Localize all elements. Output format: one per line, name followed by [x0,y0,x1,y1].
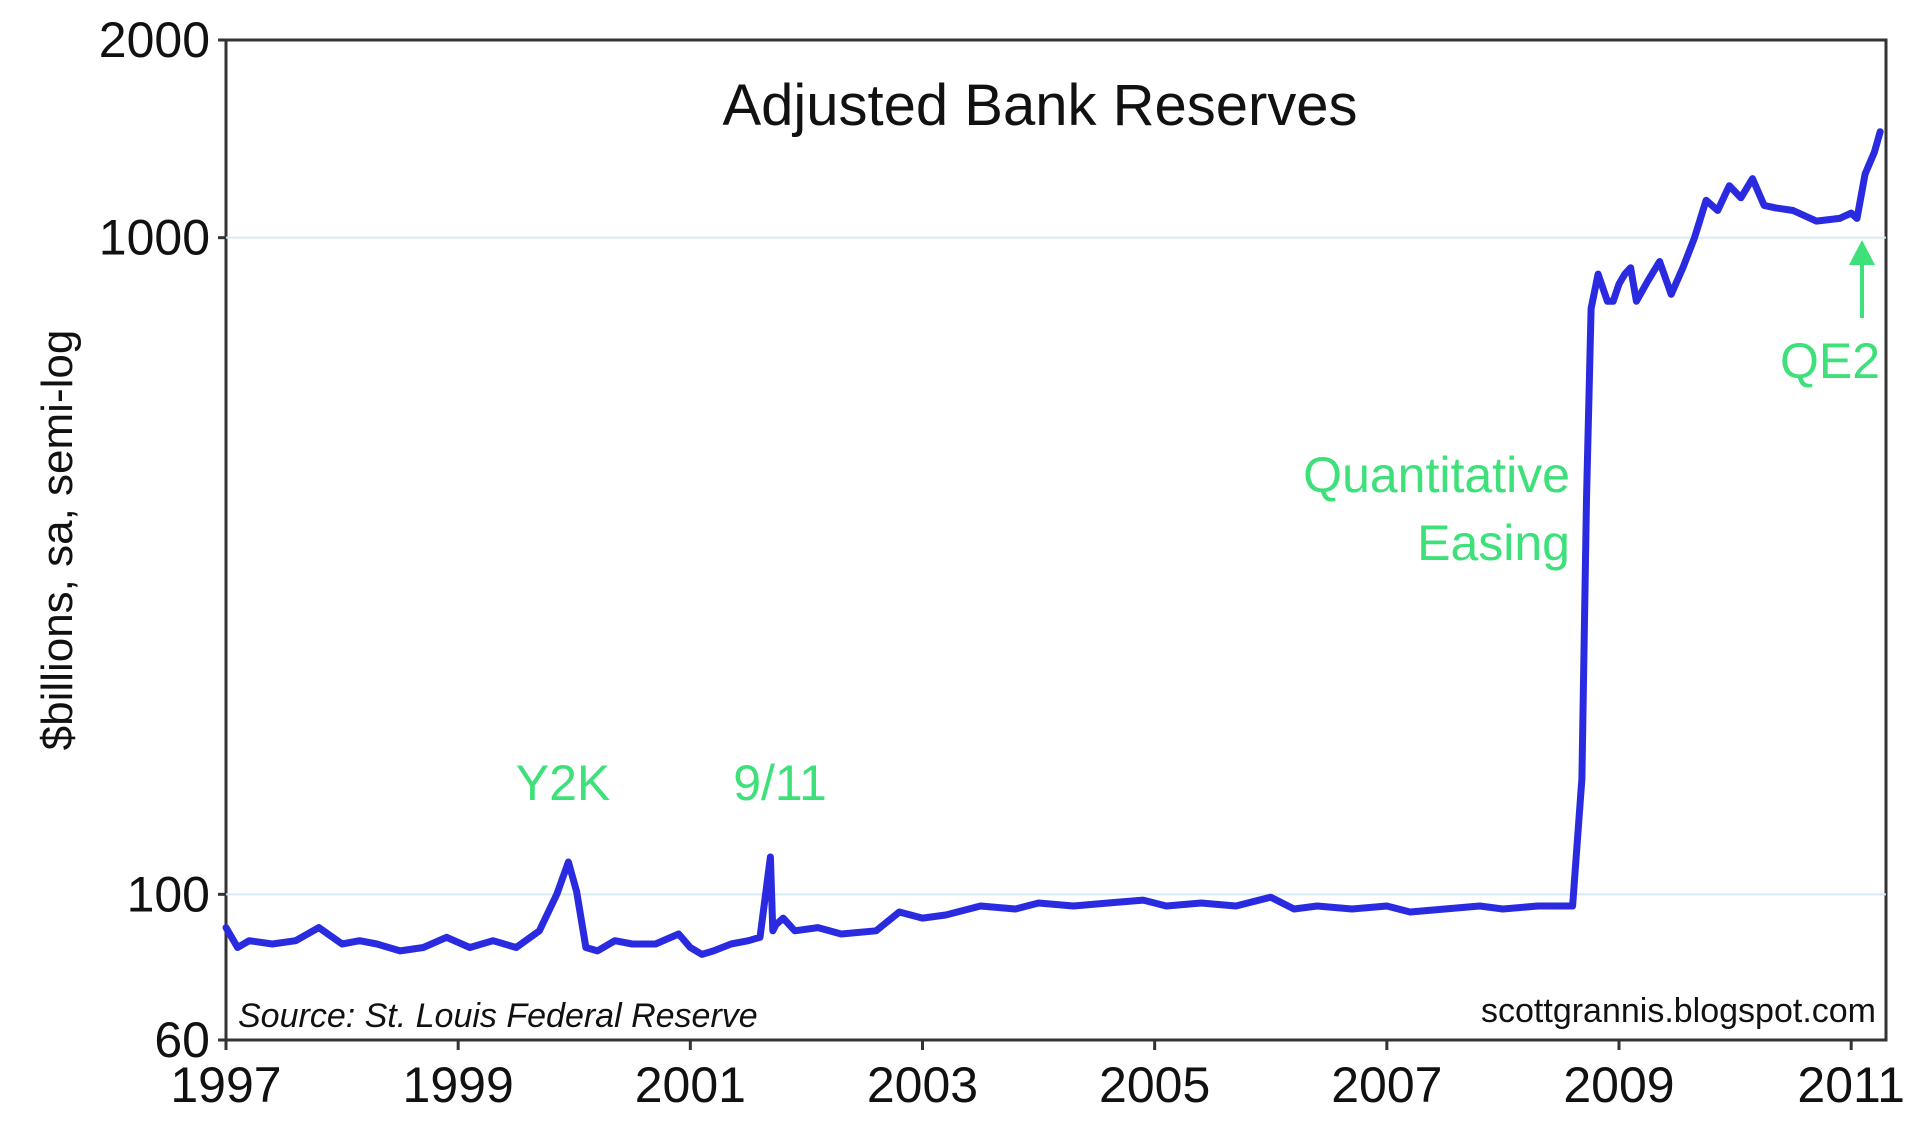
y-tick-label: 60 [154,1012,210,1068]
y-axis-label: $billions, sa, semi-log [33,330,82,751]
credit-note: scottgrannis.blogspot.com [1481,992,1876,1030]
x-tick-label: 2005 [1099,1057,1210,1113]
annotation-qe2: QE2 [1780,333,1880,389]
x-tick-label: 2011 [1797,1057,1905,1113]
plot-area [224,38,1888,1042]
chart-title: Adjusted Bank Reserves [722,73,1357,138]
x-tick-label: 2007 [1331,1057,1442,1113]
series-layer [222,128,1884,958]
qe2-arrow-head [1849,240,1875,265]
x-tick-label: 1997 [170,1057,281,1113]
x-tick-label: 1999 [403,1057,514,1113]
x-tick-label: 2009 [1563,1057,1674,1113]
annotation-quantitative: Quantitative [1303,447,1570,503]
y-tick-label: 100 [127,866,210,922]
x-tick-label: 2003 [867,1057,978,1113]
annotation-easing: Easing [1417,515,1570,571]
annotation-y2k: Y2K [516,755,611,811]
y-tick-label: 2000 [99,12,210,68]
y-tick-label: 1000 [99,210,210,266]
grid-layer [226,236,1886,896]
tick-layer: 60 100 1000 2000 1997 1999 2001 2003 2005 2007 200… [99,12,1905,1113]
x-tick-label: 2001 [635,1057,746,1113]
source-note: Source: St. Louis Federal Reserve [238,997,758,1035]
annotation-911: 9/11 [733,755,827,811]
series-line [222,128,1884,958]
